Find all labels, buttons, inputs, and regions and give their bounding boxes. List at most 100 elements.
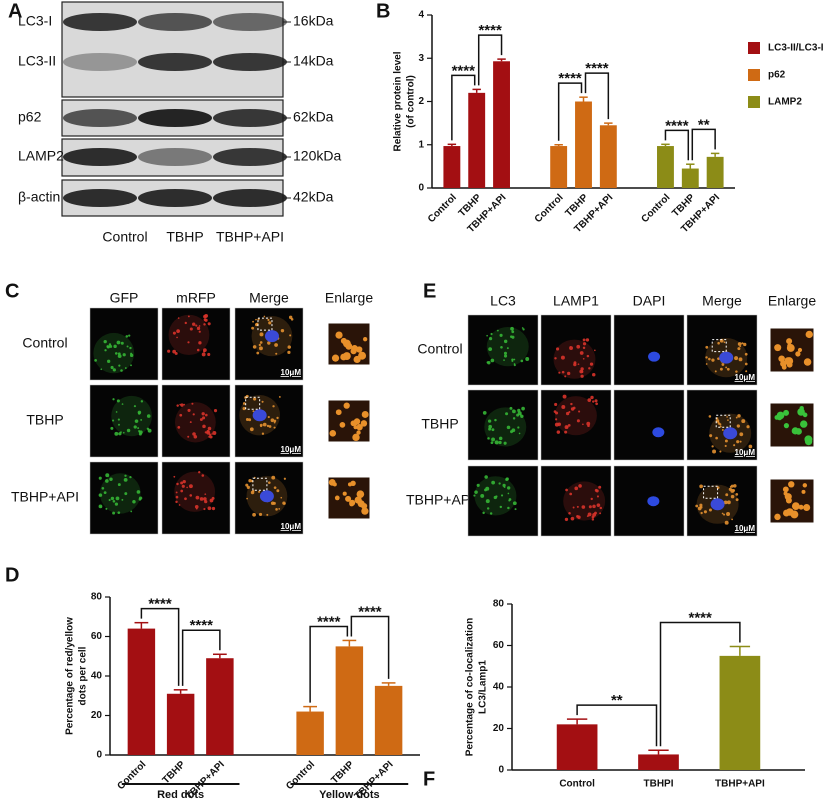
puncta: [525, 357, 530, 361]
blot-size-label: 14kDa: [293, 53, 334, 69]
puncta: [739, 345, 742, 348]
puncta: [184, 497, 187, 501]
puncta: [203, 350, 206, 353]
puncta: [695, 504, 699, 508]
puncta: [117, 352, 121, 356]
puncta: [512, 409, 516, 414]
puncta: [112, 499, 116, 503]
puncta: [733, 484, 737, 488]
puncta: [724, 444, 727, 448]
puncta: [507, 486, 511, 490]
bar: [296, 711, 324, 755]
puncta: [342, 491, 347, 496]
significance-label: ****: [665, 117, 689, 134]
puncta: [182, 480, 186, 484]
puncta: [199, 418, 203, 422]
puncta: [489, 512, 493, 515]
nucleus: [723, 427, 738, 440]
micrograph: [540, 314, 612, 386]
puncta: [112, 419, 115, 422]
puncta: [287, 345, 291, 349]
puncta: [350, 348, 357, 355]
blot-band: [138, 148, 212, 166]
puncta: [735, 498, 739, 502]
y-tick-label: 20: [493, 723, 505, 734]
puncta: [593, 349, 596, 352]
puncta: [266, 513, 269, 516]
puncta: [708, 357, 711, 361]
puncta: [353, 425, 358, 430]
cell-body: [563, 481, 606, 521]
cell-body: [486, 327, 529, 367]
puncta: [114, 431, 119, 436]
puncta: [115, 411, 118, 413]
puncta: [705, 345, 709, 349]
blot-band: [63, 13, 137, 31]
puncta: [564, 375, 567, 378]
puncta: [122, 353, 126, 357]
micrograph: [89, 461, 159, 535]
puncta: [246, 485, 250, 489]
micrograph: [686, 389, 758, 461]
puncta: [335, 409, 342, 416]
puncta: [139, 430, 143, 435]
puncta: [517, 408, 521, 413]
puncta: [252, 410, 255, 413]
puncta: [744, 352, 748, 356]
puncta: [748, 444, 753, 449]
puncta: [137, 410, 142, 415]
puncta: [582, 423, 584, 426]
puncta: [733, 444, 736, 447]
puncta: [741, 342, 744, 345]
puncta: [267, 341, 271, 345]
puncta: [122, 431, 125, 434]
puncta: [795, 351, 801, 357]
puncta: [266, 424, 270, 428]
puncta: [202, 424, 206, 429]
puncta: [146, 414, 151, 418]
puncta: [561, 370, 565, 374]
puncta: [594, 488, 598, 492]
puncta: [175, 500, 178, 504]
puncta: [242, 402, 246, 405]
column-header: LAMP1: [553, 293, 599, 309]
scale-label: 10μM: [281, 522, 302, 531]
puncta: [147, 428, 152, 433]
puncta: [490, 441, 494, 445]
puncta: [174, 351, 178, 355]
puncta: [353, 355, 361, 364]
cell-body: [111, 395, 153, 437]
puncta: [556, 430, 561, 434]
x-tick-label: Control: [533, 192, 566, 225]
puncta: [280, 328, 285, 333]
puncta: [498, 436, 503, 441]
lane-label: TBHP: [166, 229, 203, 245]
puncta: [599, 506, 603, 510]
puncta: [802, 412, 808, 418]
puncta: [487, 361, 491, 365]
puncta: [491, 480, 496, 485]
puncta: [737, 342, 742, 346]
puncta: [194, 504, 199, 509]
y-tick-label: 0: [498, 765, 504, 776]
blot-row-label: p62: [18, 109, 42, 125]
significance-bracket: [691, 128, 716, 161]
nucleus: [647, 496, 660, 507]
puncta: [192, 413, 195, 416]
puncta: [495, 495, 498, 498]
x-tick-label: Control: [115, 759, 148, 792]
puncta: [580, 374, 584, 378]
micrograph: [540, 465, 612, 537]
puncta: [204, 499, 208, 504]
puncta: [356, 424, 363, 431]
puncta: [356, 490, 365, 498]
y-axis-label: dots per cell: [78, 646, 89, 705]
nucleus: [719, 351, 734, 364]
cell-body: [168, 314, 210, 356]
puncta: [203, 323, 206, 326]
puncta: [289, 334, 292, 337]
puncta: [502, 483, 506, 488]
puncta: [117, 354, 122, 359]
significance-bracket: [576, 704, 658, 747]
